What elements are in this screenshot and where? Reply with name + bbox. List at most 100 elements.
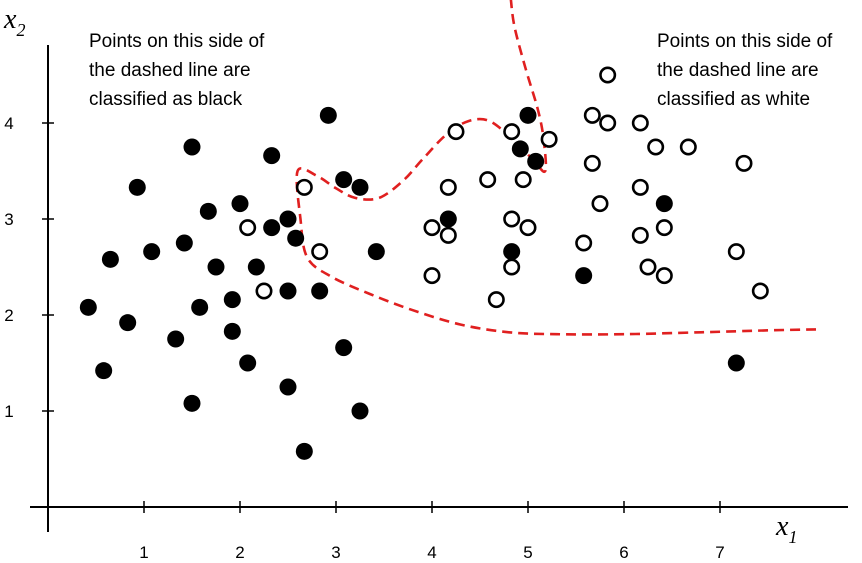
white-point-14 — [514, 171, 532, 189]
white-point-10 — [487, 291, 505, 309]
white-point-23 — [631, 114, 649, 132]
axis-ticks: 1 2 3 4 5 6 7 1 2 3 4 — [4, 114, 724, 562]
white-point-28 — [655, 219, 673, 237]
black-point-33 — [503, 243, 521, 261]
white-point-9 — [479, 171, 497, 189]
x-tick-label-4: 4 — [427, 543, 436, 562]
white-point-26 — [639, 258, 657, 276]
black-point-13 — [223, 291, 241, 309]
black-point-18 — [263, 147, 281, 165]
black-point-28 — [335, 339, 353, 357]
y-tick-label-2: 2 — [4, 306, 13, 325]
y-tick-label-1: 1 — [4, 402, 13, 421]
black-point-22 — [279, 378, 297, 396]
black-point-20 — [279, 210, 297, 228]
black-point-5 — [143, 243, 161, 261]
black-point-4 — [128, 178, 146, 196]
y-axis-title-subscript: 2 — [16, 20, 25, 40]
black-point-0 — [79, 298, 97, 316]
black-point-23 — [287, 229, 305, 247]
white-point-30 — [679, 138, 697, 156]
black-point-27 — [335, 171, 353, 189]
white-point-7 — [439, 226, 457, 244]
black-point-3 — [119, 314, 137, 332]
x-tick-label-6: 6 — [619, 543, 628, 562]
white-point-2 — [295, 178, 313, 196]
x-axis-title-base: x — [775, 511, 789, 542]
x-tick-label-3: 3 — [331, 543, 340, 562]
black-point-19 — [263, 219, 281, 237]
y-tick-label-3: 3 — [4, 210, 13, 229]
white-point-19 — [583, 154, 601, 172]
black-point-8 — [183, 138, 201, 156]
black-point-24 — [295, 442, 313, 460]
y-axis-title: x2 — [3, 4, 25, 40]
points-layer — [79, 66, 769, 460]
x-tick-label-5: 5 — [523, 543, 532, 562]
black-point-15 — [231, 195, 249, 213]
white-point-1 — [255, 282, 273, 300]
white-point-15 — [519, 219, 537, 237]
decision-boundary-layer — [295, 0, 817, 336]
white-point-31 — [727, 243, 745, 261]
black-point-36 — [527, 152, 545, 170]
white-point-16 — [540, 130, 558, 148]
white-point-24 — [631, 178, 649, 196]
x-axis-title-subscript: 1 — [788, 527, 797, 547]
white-point-4 — [423, 219, 441, 237]
black-point-16 — [239, 354, 257, 372]
x-tick-label-1: 1 — [139, 543, 148, 562]
axis-titles: x1 x2 — [3, 4, 797, 547]
y-axis-title-base: x — [3, 4, 17, 35]
black-point-32 — [439, 210, 457, 228]
black-point-37 — [575, 267, 593, 285]
white-point-21 — [599, 66, 617, 84]
white-point-5 — [423, 267, 441, 285]
x-tick-label-7: 7 — [715, 543, 724, 562]
white-point-22 — [599, 114, 617, 132]
black-point-39 — [727, 354, 745, 372]
white-point-11 — [503, 123, 521, 141]
white-points-series — [239, 66, 769, 309]
annotation-black-side: Points on this side of the dashed line a… — [89, 31, 265, 110]
black-point-12 — [207, 258, 225, 276]
white-point-17 — [575, 234, 593, 252]
black-point-26 — [319, 106, 337, 124]
x-tick-label-2: 2 — [235, 543, 244, 562]
black-point-38 — [655, 195, 673, 213]
white-point-3 — [311, 243, 329, 261]
white-point-29 — [655, 267, 673, 285]
black-point-7 — [175, 234, 193, 252]
black-point-2 — [101, 250, 119, 268]
black-point-35 — [519, 106, 537, 124]
white-point-27 — [647, 138, 665, 156]
white-point-8 — [447, 123, 465, 141]
white-point-25 — [631, 226, 649, 244]
white-point-6 — [439, 178, 457, 196]
x-axis-title: x1 — [775, 511, 797, 547]
black-points-series — [79, 106, 745, 460]
white-point-12 — [503, 210, 521, 228]
black-point-17 — [247, 258, 265, 276]
black-point-34 — [511, 140, 529, 158]
axes — [30, 45, 848, 532]
black-point-30 — [351, 402, 369, 420]
black-point-6 — [167, 330, 185, 348]
white-point-0 — [239, 219, 257, 237]
white-point-13 — [503, 258, 521, 276]
white-point-33 — [751, 282, 769, 300]
annotation-white-side: Points on this side of the dashed line a… — [657, 31, 833, 110]
black-point-29 — [351, 178, 369, 196]
black-point-1 — [95, 362, 113, 380]
black-point-14 — [223, 322, 241, 340]
y-tick-label-4: 4 — [4, 114, 13, 133]
black-point-31 — [367, 243, 385, 261]
white-point-20 — [591, 195, 609, 213]
black-point-9 — [183, 394, 201, 412]
black-point-21 — [279, 282, 297, 300]
decision-boundary-line — [295, 0, 817, 336]
black-point-10 — [191, 298, 209, 316]
white-point-18 — [583, 106, 601, 124]
black-point-25 — [311, 282, 329, 300]
